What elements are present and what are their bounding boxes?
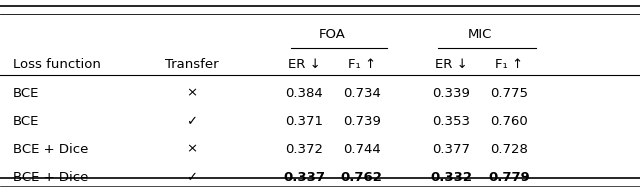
Text: F₁ ↑: F₁ ↑ [495, 57, 523, 71]
Text: 0.775: 0.775 [490, 87, 528, 100]
Text: BCE + Dice: BCE + Dice [13, 171, 88, 184]
Text: Transfer: Transfer [165, 57, 219, 71]
Text: ER ↓: ER ↓ [435, 57, 468, 71]
Text: ✓: ✓ [186, 171, 198, 184]
Text: 0.332: 0.332 [430, 171, 472, 184]
Text: ×: × [186, 87, 198, 100]
Text: ×: × [186, 143, 198, 156]
Text: 0.760: 0.760 [490, 115, 527, 128]
Text: BCE: BCE [13, 87, 39, 100]
Text: Loss function: Loss function [13, 57, 100, 71]
Text: MIC: MIC [468, 28, 492, 42]
Text: 0.372: 0.372 [285, 143, 323, 156]
Text: 0.739: 0.739 [342, 115, 381, 128]
Text: 0.377: 0.377 [432, 143, 470, 156]
Text: BCE + Dice: BCE + Dice [13, 143, 88, 156]
Text: ✓: ✓ [186, 115, 198, 128]
Text: 0.779: 0.779 [488, 171, 530, 184]
Text: FOA: FOA [319, 28, 346, 42]
Text: 0.384: 0.384 [285, 87, 323, 100]
Text: BCE: BCE [13, 115, 39, 128]
Text: 0.353: 0.353 [432, 115, 470, 128]
Text: 0.728: 0.728 [490, 143, 528, 156]
Text: 0.337: 0.337 [283, 171, 325, 184]
Text: 0.339: 0.339 [432, 87, 470, 100]
Text: ER ↓: ER ↓ [287, 57, 321, 71]
Text: 0.744: 0.744 [343, 143, 380, 156]
Text: 0.734: 0.734 [342, 87, 381, 100]
Text: 0.762: 0.762 [340, 171, 383, 184]
Text: 0.371: 0.371 [285, 115, 323, 128]
Text: F₁ ↑: F₁ ↑ [348, 57, 376, 71]
